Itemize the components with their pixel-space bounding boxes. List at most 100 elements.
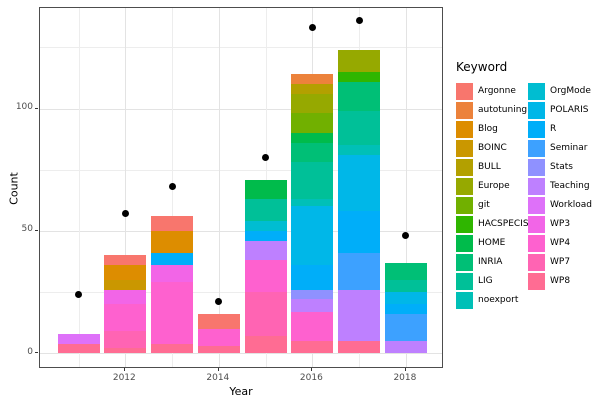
legend-key-label: WP8 xyxy=(550,276,571,286)
bar-segment xyxy=(338,252,381,290)
legend-key-label: INRIA xyxy=(478,257,503,267)
x-tick-mark xyxy=(124,368,126,371)
minor-gridline-y xyxy=(40,47,442,49)
data-point xyxy=(308,24,316,32)
bar-segment xyxy=(244,221,287,231)
legend-key-swatch xyxy=(528,121,545,138)
bar-segment xyxy=(151,265,194,283)
data-point xyxy=(355,16,363,24)
legend-key-label: BULL xyxy=(478,162,501,172)
bar-segment xyxy=(338,81,381,111)
legend-key-label: HOME xyxy=(478,238,506,248)
legend-key-swatch xyxy=(528,178,545,195)
x-tick-label: 2012 xyxy=(112,373,136,383)
legend-key-label: Seminar xyxy=(550,143,588,153)
x-tick-mark xyxy=(311,368,313,371)
bar-segment xyxy=(291,113,334,133)
legend-key-label: Stats xyxy=(550,162,573,172)
data-point xyxy=(215,298,223,306)
data-point xyxy=(262,153,270,161)
plot-panel xyxy=(39,7,443,368)
x-tick-label: 2014 xyxy=(206,373,230,383)
bar-segment xyxy=(291,289,334,300)
bar-segment xyxy=(104,348,147,354)
legend-key-swatch xyxy=(456,83,473,100)
bar-segment xyxy=(384,341,427,354)
legend-key-label: OrgMode xyxy=(550,86,591,96)
bar-segment xyxy=(291,93,334,114)
major-gridline-x xyxy=(405,8,407,367)
bar-segment xyxy=(197,314,240,329)
bar-segment xyxy=(151,282,194,344)
data-point xyxy=(121,210,129,218)
bar-segment xyxy=(291,133,334,143)
bar-segment xyxy=(244,292,287,337)
legend-key-swatch xyxy=(528,83,545,100)
data-point xyxy=(168,183,176,191)
legend-key-swatch xyxy=(456,121,473,138)
bar-segment xyxy=(291,162,334,200)
legend-key-label: Europe xyxy=(478,181,510,191)
legend-key-swatch xyxy=(528,235,545,252)
bar-segment xyxy=(104,279,147,290)
bar-segment xyxy=(384,304,427,315)
legend-key-label: Blog xyxy=(478,124,498,134)
bar-segment xyxy=(197,345,240,354)
legend-key-swatch xyxy=(528,273,545,290)
legend-key-swatch xyxy=(456,273,473,290)
bar-segment xyxy=(291,341,334,354)
legend-key-swatch xyxy=(528,216,545,233)
bar-segment xyxy=(104,289,147,305)
bar-segment xyxy=(197,328,240,346)
bar-segment xyxy=(244,230,287,241)
y-tick-mark xyxy=(35,107,38,109)
y-tick-mark xyxy=(35,352,38,354)
legend-key-swatch xyxy=(456,292,473,309)
x-tick-mark xyxy=(404,368,406,371)
bar-segment xyxy=(104,255,147,266)
legend-key-label: LIG xyxy=(478,276,493,286)
major-gridline-y xyxy=(40,353,442,355)
bar-segment xyxy=(291,206,334,266)
legend-key-swatch xyxy=(456,140,473,157)
legend-key-swatch xyxy=(528,254,545,271)
legend-key-label: Teaching xyxy=(550,181,590,191)
legend-key-label: WP4 xyxy=(550,238,571,248)
bar-segment xyxy=(338,71,381,82)
y-tick-mark xyxy=(35,229,38,231)
legend-key-swatch xyxy=(456,235,473,252)
bar-segment xyxy=(338,155,381,212)
bar-segment xyxy=(338,49,381,72)
bar-segment xyxy=(244,260,287,293)
bar-segment xyxy=(291,199,334,207)
y-axis-title: Count xyxy=(7,172,21,205)
bar-segment xyxy=(57,343,100,354)
legend-key-label: git xyxy=(478,200,490,210)
data-point xyxy=(75,291,83,299)
bar-segment xyxy=(338,145,381,156)
bar-segment xyxy=(384,314,427,342)
legend-key-swatch xyxy=(456,254,473,271)
legend-key-label: WP7 xyxy=(550,257,571,267)
legend-key-swatch xyxy=(528,140,545,157)
legend-key-label: POLARIS xyxy=(550,105,589,115)
bar-segment xyxy=(291,142,334,163)
legend-key-label: WP3 xyxy=(550,219,571,229)
legend-key-swatch xyxy=(528,197,545,214)
bar-segment xyxy=(338,110,381,146)
bar-segment xyxy=(384,292,427,305)
legend-key-swatch xyxy=(528,159,545,176)
bar-segment xyxy=(338,211,381,253)
bar-segment xyxy=(338,341,381,354)
bar-segment xyxy=(291,265,334,290)
bar-segment xyxy=(244,199,287,222)
bar-segment xyxy=(338,289,381,342)
bar-segment xyxy=(291,84,334,94)
x-tick-label: 2016 xyxy=(299,373,323,383)
bar-segment xyxy=(291,299,334,312)
x-tick-label: 2018 xyxy=(393,373,417,383)
major-gridline-y xyxy=(40,108,442,110)
legend-key-swatch xyxy=(456,159,473,176)
legend-key-label: Argonne xyxy=(478,86,516,96)
